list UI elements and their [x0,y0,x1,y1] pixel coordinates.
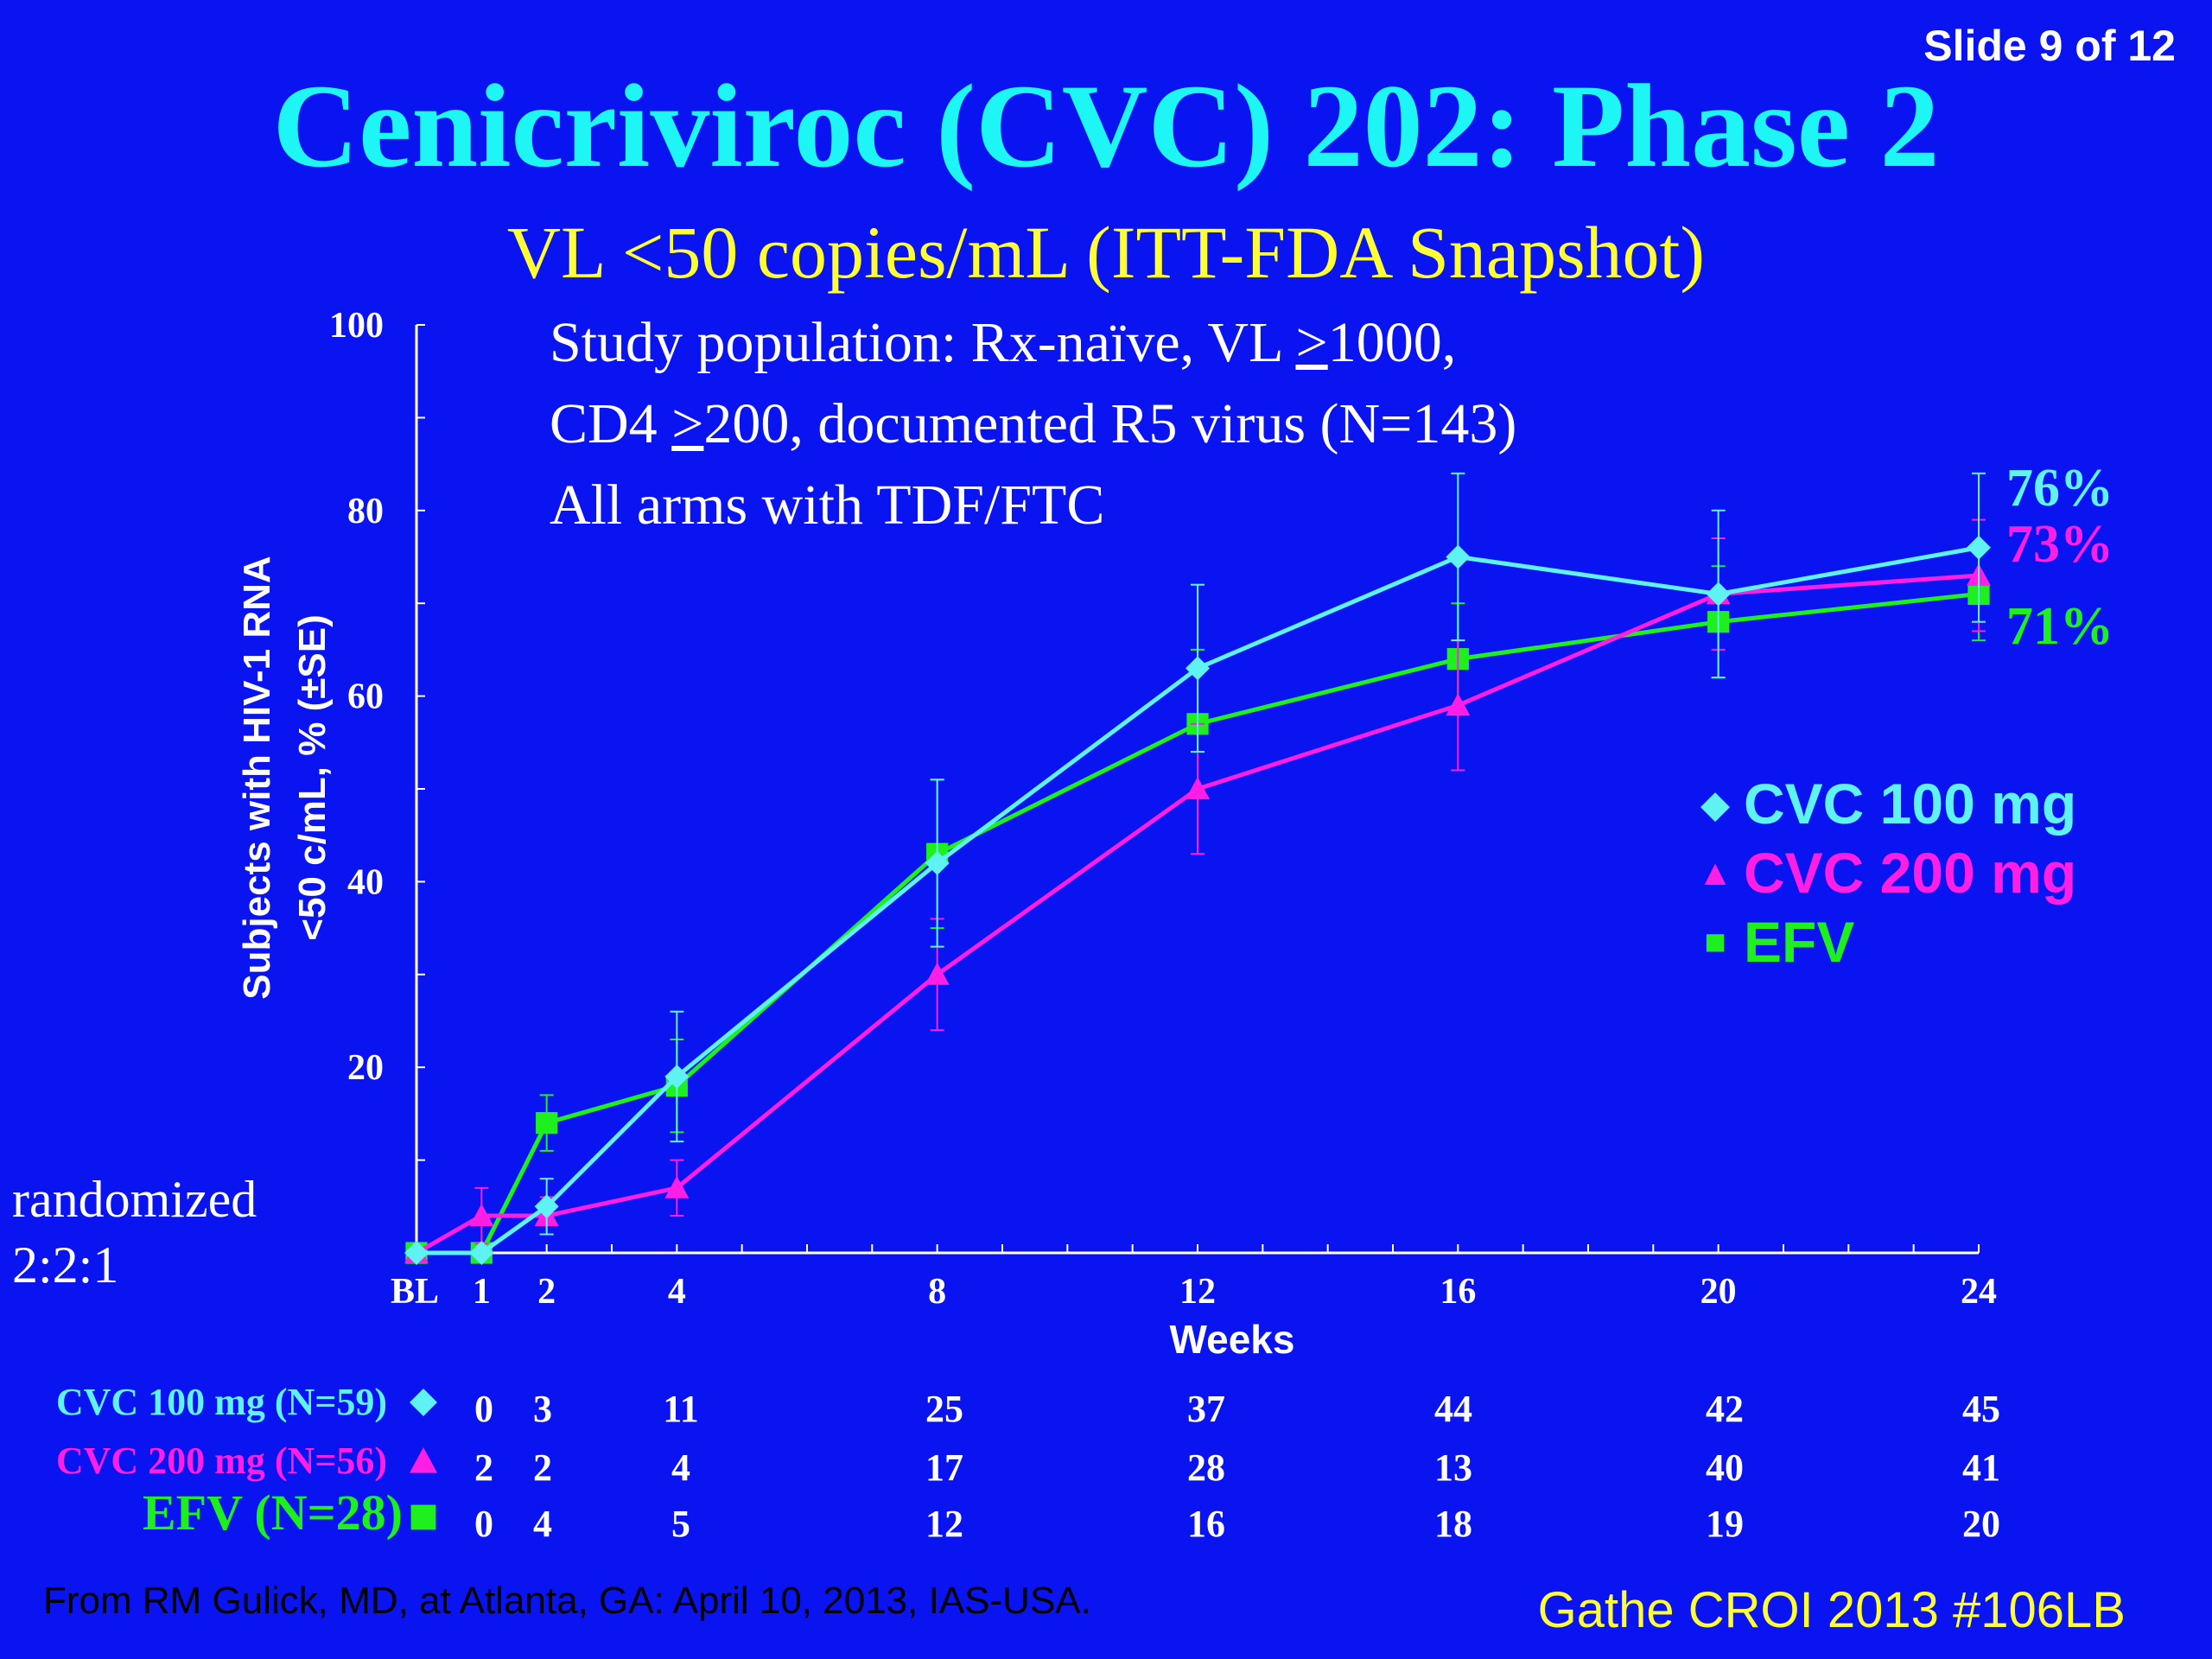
slide-title: Cenicriviroc (CVC) 202: Phase 2 [272,60,1940,192]
data-point [1446,544,1471,569]
table-row-label: EFV (N=28) [143,1484,403,1541]
table-cell: 40 [1706,1446,1744,1489]
table-cell: 4 [671,1446,690,1489]
x-tick-label: 16 [1440,1272,1476,1312]
study-text: > [671,392,704,455]
source-note: From RM Gulick, MD, at Atlanta, GA: Apri… [43,1580,1091,1622]
y-axis-label-line: <50 c/mL, % (±SE) [291,614,334,941]
data-point [1185,656,1210,681]
x-axis-label: Weeks [1170,1317,1295,1362]
legend-item-cvc200: ▲ CVC 200 mg [1694,838,2076,907]
study-population-note: Study population: Rx-naïve, VL >1000, CD… [550,302,1516,546]
table-cell: 44 [1434,1388,1472,1430]
series-end-label: 71% [2006,597,2113,656]
slide-subtitle: VL <50 copies/mL (ITT-FDA Snapshot) [506,211,1706,294]
table-cell: 11 [663,1388,699,1430]
table-cell: 37 [1187,1388,1225,1430]
table-cell: 41 [1962,1446,2000,1489]
table-row-label: CVC 200 mg (N=56) [56,1440,387,1482]
data-point [536,1112,558,1135]
randomized-label: randomized [12,1171,257,1228]
triangle-icon: ▲ [1697,852,1733,893]
y-axis-label-line: Subjects with HIV-1 RNA [236,556,278,999]
study-text: 1000, [1327,311,1457,374]
series-end-label: 76% [2006,459,2113,518]
table-cell: 13 [1434,1446,1472,1489]
data-point [1446,693,1471,716]
table-cell: 0 [474,1503,493,1545]
table-cell: 20 [1962,1503,2000,1545]
table-cell: 5 [671,1503,690,1545]
x-tick-label: 8 [928,1272,946,1312]
randomization-note: randomized 2:2:1 [12,1166,257,1298]
data-point [1185,777,1210,799]
study-text: 200, documented R5 virus (N=143) [703,392,1517,455]
y-axis-label: Subjects with HIV-1 RNA <50 c/mL, % (±SE) [236,556,334,999]
table-cell: 19 [1706,1503,1744,1545]
legend-label: EFV [1744,910,1855,974]
legend-item-cvc100: ◆ CVC 100 mg [1694,769,2076,838]
x-tick-label: BL [391,1272,439,1312]
data-point [1967,535,1991,560]
table-cell: 45 [1962,1388,2000,1430]
table-cell: 42 [1706,1388,1744,1430]
y-tick-label: 40 [347,862,384,902]
triangle-icon [410,1447,437,1473]
data-point [925,850,950,875]
data-point [534,1194,559,1219]
data-point [469,1241,494,1265]
x-tick-label: 2 [537,1272,556,1312]
citation: Gathe CROI 2013 #106LB [1537,1582,2126,1638]
diamond-icon: ◆ [1700,783,1730,824]
x-tick-label: 1 [473,1272,491,1312]
data-point [664,1064,690,1089]
data-point [469,1204,494,1226]
data-point [925,962,950,985]
table-cell: 4 [533,1503,552,1545]
legend-label: CVC 100 mg [1744,772,2077,836]
table-cell: 12 [925,1503,963,1545]
table-cell: 18 [1434,1503,1472,1545]
table-cell: 17 [925,1446,963,1489]
table-cell: 3 [533,1388,552,1430]
square-icon [410,1504,436,1530]
table-cell: 2 [474,1446,493,1489]
x-tick-label: 20 [1700,1272,1737,1312]
slide-number: Slide 9 of 12 [1923,22,2176,70]
data-point [404,1241,429,1265]
x-tick-label: 4 [668,1272,686,1312]
diamond-icon [410,1389,437,1416]
y-tick-label: 80 [347,492,384,531]
legend-label: CVC 200 mg [1744,841,2077,905]
table-cell: 25 [925,1388,963,1430]
study-text: Study population: Rx-naïve, VL [550,311,1296,374]
table-cell: 2 [533,1446,552,1489]
study-text: All arms with TDF/FTC [550,474,1105,537]
table-cell: 0 [474,1388,493,1430]
x-tick-label: 24 [1961,1272,1997,1312]
legend-item-efv: ■ EFV [1694,907,2076,976]
x-tick-label: 12 [1179,1272,1216,1312]
square-icon: ■ [1704,921,1726,962]
study-text: > [1295,311,1328,374]
randomized-ratio: 2:2:1 [12,1236,119,1294]
y-tick-label: 20 [347,1048,384,1088]
y-tick-label: 100 [329,306,384,346]
data-point [664,1175,690,1198]
study-text: CD4 [550,392,672,455]
table-cell: 28 [1187,1446,1225,1489]
table-cell: 16 [1187,1503,1225,1545]
y-tick-label: 60 [347,677,384,717]
data-point [1706,582,1731,607]
table-row-label: CVC 100 mg (N=59) [56,1381,387,1423]
series-end-label: 73% [2006,515,2113,574]
chart-legend: ◆ CVC 100 mg ▲ CVC 200 mg ■ EFV [1694,769,2076,976]
